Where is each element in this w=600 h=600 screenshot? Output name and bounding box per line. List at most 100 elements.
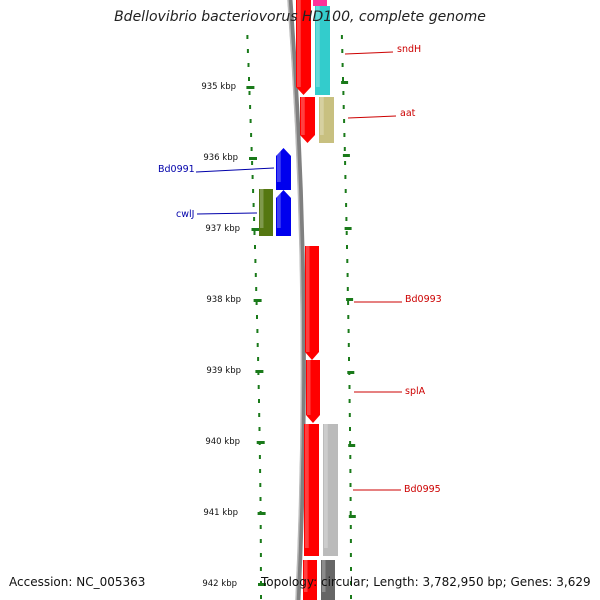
gene-arrow-sndH-shape[interactable]: [315, 6, 330, 95]
gene-arrow-Bd0991[interactable]: [276, 148, 291, 190]
gene-arrow-bottom-red-shape[interactable]: [303, 560, 317, 600]
tick-label-942: 942 kbp: [202, 579, 237, 589]
gene-label-Bd0993[interactable]: Bd0993: [405, 294, 442, 305]
genome-summary-text: Topology: circular; Length: 3,782,950 bp…: [261, 575, 591, 589]
gene-label-sndH[interactable]: sndH: [397, 44, 422, 55]
gene-label-splA[interactable]: splA: [405, 386, 426, 397]
right-tick: [348, 515, 356, 518]
gene-arrow-Bd0993-shape[interactable]: [305, 246, 319, 360]
major-tick-941: [257, 512, 266, 515]
major-tick-936: [249, 157, 257, 160]
gene-arrow-Bd0993[interactable]: [305, 246, 319, 360]
ruler-dot-left: [258, 427, 261, 431]
gene-arrow-pink-shape[interactable]: [313, 0, 327, 6]
ruler-dot-right: [347, 329, 350, 333]
gene-arrow-cwlJ-shape[interactable]: [259, 189, 273, 236]
major-tick-939: [255, 370, 264, 373]
map-title: Bdellovibrio bacteriovorus HD100, comple…: [114, 9, 486, 25]
tick-label-935: 935 kbp: [201, 82, 236, 92]
gene-arrow-red-2[interactable]: [300, 97, 315, 143]
gene-arrow-top-red-shape[interactable]: [296, 0, 311, 95]
major-tick-942: [258, 583, 266, 586]
tick-label-936: 936 kbp: [203, 153, 238, 163]
gene-arrow-cwlJ-shine: [260, 189, 264, 228]
ruler-dot-right: [349, 441, 352, 445]
gene-label-Bd0991[interactable]: Bd0991: [158, 164, 195, 175]
tick-label-939: 939 kbp: [206, 366, 241, 376]
ruler-dot-left: [258, 399, 260, 403]
leader-line-aat: [347, 115, 397, 119]
leader-line-sndH: [344, 51, 394, 55]
ruler-dot-left: [259, 553, 262, 557]
ruler-dot-left: [251, 161, 254, 165]
gene-arrow-Bd0995[interactable]: [304, 424, 319, 556]
ruler-dot-right: [346, 287, 349, 291]
ruler-dot-right: [347, 315, 350, 319]
gene-arrow-bottom-grey-shine: [322, 560, 326, 592]
gene-arrow-bottom-grey-shape[interactable]: [321, 560, 335, 600]
ruler-dot-right: [341, 49, 344, 53]
ruler-dot-left: [256, 329, 259, 333]
ruler-dot-right: [349, 455, 352, 459]
ruler-dot-right: [350, 595, 352, 599]
gene-arrow-cwlJ[interactable]: [259, 189, 273, 236]
ruler-dot-right: [344, 161, 347, 165]
tick-label-941: 941 kbp: [203, 508, 238, 518]
ruler-dot-left: [259, 469, 262, 473]
ruler-dot-right: [349, 427, 351, 431]
genome-backbone: [287, 0, 306, 600]
right-tick: [347, 371, 355, 374]
gene-arrow-top-red[interactable]: [296, 0, 311, 95]
ruler-dot-right: [349, 469, 352, 473]
ruler-dot-right: [344, 175, 347, 179]
gene-label-Bd0995[interactable]: Bd0995: [404, 484, 441, 495]
ruler-dot-right: [347, 343, 350, 347]
ruler-dot-left: [259, 567, 262, 571]
gene-label-cwlJ[interactable]: cwlJ: [176, 209, 195, 220]
gene-arrow-pink[interactable]: [313, 0, 327, 6]
ruler-dot-right: [350, 567, 352, 571]
ruler-dot-right: [348, 413, 351, 417]
ruler-dot-left: [254, 273, 257, 277]
gene-arrow-aat-shape[interactable]: [319, 97, 334, 143]
ruler-dot-right: [346, 259, 349, 263]
tick-label-938: 938 kbp: [206, 295, 241, 305]
ruler-dot-right: [344, 189, 347, 193]
ruler-dot-left: [259, 525, 262, 529]
ruler-dot-left: [246, 49, 249, 53]
gene-arrow-bottom-red-shine: [304, 560, 308, 592]
gene-arrow-aat[interactable]: [319, 97, 334, 143]
ruler-dot-left: [259, 483, 262, 487]
gene-arrow-grey[interactable]: [323, 424, 338, 556]
ruler-dot-left: [248, 91, 251, 95]
ruler-dot-left: [259, 497, 262, 501]
gene-arrow-bottom-grey[interactable]: [321, 560, 335, 600]
gene-arrow-Bd0991-shape[interactable]: [276, 148, 291, 190]
gene-arrow-Bd0995-shape[interactable]: [304, 424, 319, 556]
ruler-dot-left: [256, 315, 258, 319]
gene-arrow-sndH[interactable]: [315, 6, 330, 95]
ruler-dot-right: [347, 301, 350, 305]
gene-arrow-Bd0993-shine: [306, 246, 310, 352]
gene-arrow-grey-shape[interactable]: [323, 424, 338, 556]
ruler-dot-right: [349, 497, 352, 501]
gene-arrow-splA[interactable]: [306, 360, 320, 423]
gene-arrow-blue-2-shape[interactable]: [276, 190, 291, 236]
gene-label-aat[interactable]: aat: [400, 108, 416, 119]
ruler-dot-left: [246, 35, 249, 39]
gene-arrow-blue-2-shine: [277, 190, 281, 228]
ruler-dot-right: [343, 147, 346, 151]
tick-label-940: 940 kbp: [205, 437, 240, 447]
gene-arrow-red-2-shape[interactable]: [300, 97, 315, 143]
ruler-dot-left: [253, 231, 256, 235]
ruler-dot-right: [340, 35, 343, 39]
gene-arrow-splA-shape[interactable]: [306, 360, 320, 423]
gene-arrow-bottom-red[interactable]: [303, 560, 317, 600]
ruler-dot-right: [342, 77, 344, 81]
gene-arrow-blue-2[interactable]: [276, 190, 291, 236]
ruler-dot-left: [257, 385, 260, 389]
accession-text: Accession: NC_005363: [9, 575, 146, 589]
gene-arrow-red-2-shine: [301, 97, 305, 135]
